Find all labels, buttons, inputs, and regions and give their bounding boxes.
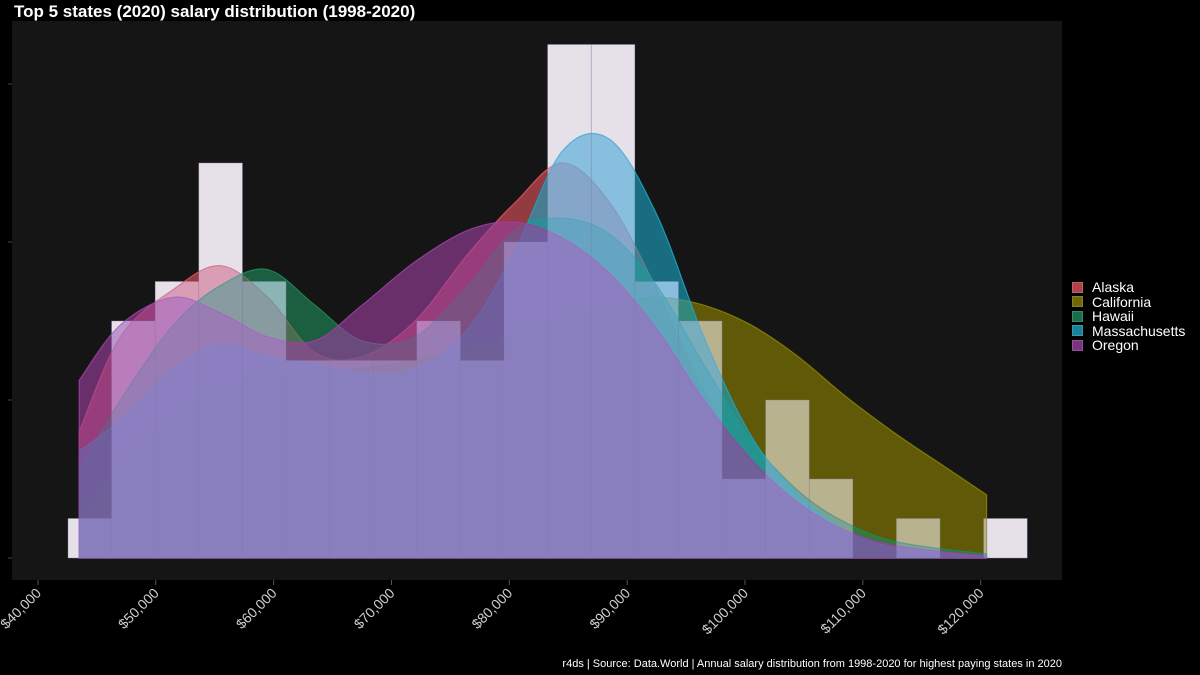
histogram-bar-overlay bbox=[590, 44, 636, 559]
legend-swatch bbox=[1072, 339, 1083, 351]
legend-item-alaska: Alaska bbox=[1072, 279, 1185, 296]
x-tick-label: $120,000 bbox=[934, 585, 987, 638]
legend-swatch bbox=[1072, 325, 1083, 337]
legend-swatch bbox=[1072, 296, 1083, 308]
legend-swatch bbox=[1072, 281, 1083, 293]
legend-item-massachusetts: Massachusetts bbox=[1072, 322, 1186, 339]
histogram-bar-overlay bbox=[678, 320, 723, 559]
histogram-bar-overlay bbox=[460, 360, 505, 559]
histogram-bar-overlay bbox=[808, 478, 854, 559]
density-curve-oregon bbox=[78, 221, 988, 559]
histogram-bar-overlay bbox=[285, 360, 330, 559]
histogram-bar-overlay bbox=[329, 360, 374, 559]
histogram-bar-overlay bbox=[154, 281, 200, 559]
legend-item-oregon: Oregon bbox=[1072, 337, 1185, 354]
histogram-bar-overlay bbox=[765, 399, 810, 559]
chart-caption: r4ds | Source: Data.World | Annual salar… bbox=[562, 658, 1062, 670]
legend-swatch bbox=[1072, 310, 1083, 322]
x-tick-label: $110,000 bbox=[817, 585, 869, 637]
histogram-bar-overlay bbox=[111, 320, 156, 559]
x-tick-label: $50,000 bbox=[115, 585, 162, 632]
histogram-overlay-layer bbox=[67, 44, 1028, 559]
legend-label: Hawaii bbox=[1092, 308, 1135, 325]
x-tick-label: $100,000 bbox=[699, 585, 752, 638]
histogram-bar-overlay bbox=[198, 162, 243, 559]
legend-label: California bbox=[1092, 293, 1152, 310]
x-tick-label: $40,000 bbox=[0, 585, 44, 632]
legend: Alaska California Hawaii Massachusetts Orego… bbox=[1072, 279, 1186, 354]
x-tick-label: $70,000 bbox=[351, 585, 398, 632]
legend-item-california: California bbox=[1072, 293, 1185, 310]
histogram-bar-overlay bbox=[503, 241, 548, 559]
histogram-bar-overlay bbox=[242, 281, 287, 559]
x-tick-label: $90,000 bbox=[586, 585, 633, 632]
x-tick-label: $60,000 bbox=[233, 585, 280, 632]
histogram-bar-overlay bbox=[416, 320, 461, 559]
histogram-bar-overlay bbox=[67, 518, 112, 559]
x-axis: $40,000 $50,000 $60,000 $70,000 $80,000 $90,0… bbox=[0, 580, 987, 637]
x-tick-label: $80,000 bbox=[468, 585, 515, 632]
histogram-bar-overlay bbox=[896, 518, 941, 559]
density-layer bbox=[78, 132, 988, 559]
histogram-bar-overlay bbox=[547, 44, 592, 559]
legend-label: Massachusetts bbox=[1092, 322, 1186, 339]
histogram-bar-overlay bbox=[372, 360, 418, 559]
histogram-bar-overlay bbox=[721, 478, 766, 559]
legend-label: Alaska bbox=[1092, 279, 1135, 296]
histogram-bar-overlay bbox=[983, 518, 1028, 559]
y-axis-ticks bbox=[8, 83, 12, 559]
histogram-bar-overlay bbox=[634, 281, 679, 559]
chart-title: Top 5 states (2020) salary distribution … bbox=[14, 2, 416, 21]
legend-item-hawaii: Hawaii bbox=[1072, 308, 1185, 325]
legend-label: Oregon bbox=[1092, 337, 1139, 354]
